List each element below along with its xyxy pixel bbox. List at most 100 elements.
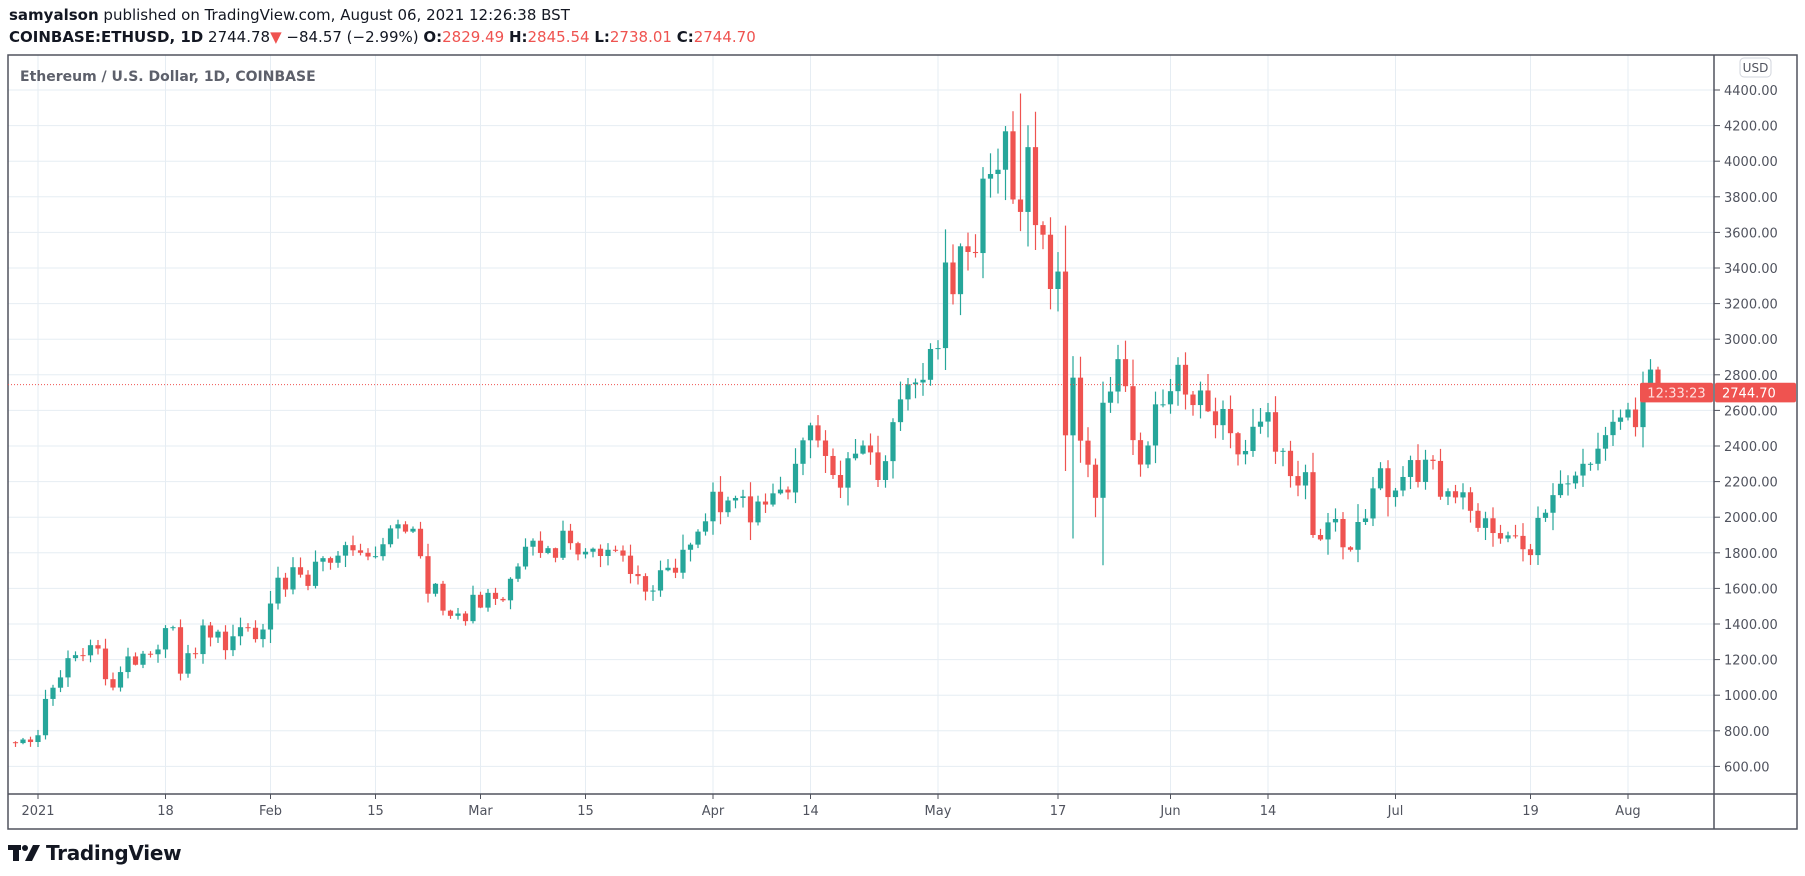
candle-body bbox=[845, 458, 851, 488]
candle-body bbox=[1647, 369, 1654, 389]
candle bbox=[567, 523, 574, 550]
candle bbox=[357, 543, 364, 556]
candle bbox=[1070, 356, 1076, 539]
candle bbox=[1407, 455, 1414, 490]
candle bbox=[965, 232, 971, 271]
candle-body bbox=[560, 530, 566, 558]
candle bbox=[1220, 400, 1226, 440]
candle-body bbox=[1572, 475, 1579, 484]
candle bbox=[1085, 427, 1091, 478]
candle bbox=[80, 648, 86, 662]
candle-body bbox=[822, 440, 829, 456]
candle bbox=[350, 535, 356, 556]
candle bbox=[200, 619, 206, 664]
candle bbox=[1115, 344, 1121, 404]
candle-body bbox=[1055, 271, 1061, 290]
candle bbox=[1625, 402, 1631, 421]
grid bbox=[8, 55, 1714, 794]
candle-body bbox=[12, 742, 19, 744]
candle bbox=[192, 647, 199, 659]
candle bbox=[1580, 448, 1586, 487]
candle-body bbox=[770, 493, 776, 505]
candle bbox=[1010, 111, 1016, 204]
currency-badge[interactable]: USD bbox=[1739, 57, 1772, 78]
candle bbox=[1430, 455, 1436, 470]
candle bbox=[245, 623, 251, 632]
candle-body bbox=[1527, 549, 1534, 556]
candle bbox=[297, 557, 304, 578]
candle-body bbox=[485, 592, 491, 608]
candle-body bbox=[1122, 359, 1129, 387]
candle bbox=[1107, 376, 1114, 413]
candle-body bbox=[350, 545, 356, 551]
bar-countdown-box bbox=[1640, 382, 1713, 403]
symbol-info: COINBASE:ETHUSD, 1D 2744.78▼ −84.57 (−2.… bbox=[9, 28, 756, 46]
candle-body bbox=[1272, 412, 1279, 452]
candle bbox=[387, 525, 394, 548]
open-value: 2829.49 bbox=[442, 28, 505, 46]
candle bbox=[1032, 111, 1039, 251]
candle bbox=[1137, 432, 1144, 477]
time-tick-label: 14 bbox=[1260, 804, 1277, 819]
logo-text: TradingView bbox=[46, 841, 182, 865]
candle bbox=[605, 543, 611, 566]
candle bbox=[837, 460, 844, 499]
candle-body bbox=[650, 590, 656, 592]
candle-body bbox=[395, 524, 401, 529]
candle bbox=[807, 422, 814, 459]
time-tick-label: May bbox=[925, 804, 952, 819]
candle bbox=[72, 651, 79, 662]
time-axis[interactable]: 2021 18 Feb 15 Mar 15 Apr 14 May 17 Jun 14 Jul 19 Aug bbox=[21, 794, 1641, 819]
price-axis[interactable]: 600.00 800.00 1000.00 1200.00 1400.00 1600.00… bbox=[1714, 84, 1778, 775]
candle bbox=[507, 577, 514, 610]
candle-body bbox=[387, 528, 394, 545]
candle-body bbox=[657, 570, 664, 591]
candle-body bbox=[1175, 364, 1181, 392]
candle-body bbox=[327, 558, 334, 563]
candle-body bbox=[792, 463, 799, 493]
candle bbox=[155, 644, 161, 663]
candle-body bbox=[912, 382, 919, 385]
tradingview-logo[interactable]: TradingView bbox=[8, 841, 182, 865]
candle bbox=[1242, 439, 1249, 465]
price-tick-label: 3000.00 bbox=[1724, 333, 1778, 348]
candle-body bbox=[440, 583, 446, 611]
candle bbox=[425, 543, 431, 603]
candle-body bbox=[1250, 426, 1256, 451]
candle bbox=[185, 644, 191, 678]
candle-body bbox=[1137, 440, 1144, 465]
close-value: 2744.70 bbox=[693, 28, 756, 46]
candle bbox=[822, 430, 829, 473]
candle bbox=[65, 650, 71, 687]
candles bbox=[12, 93, 1661, 748]
candle-body bbox=[567, 530, 574, 544]
candle-body bbox=[882, 461, 889, 480]
candle-body bbox=[1595, 448, 1601, 464]
candle bbox=[1632, 397, 1639, 437]
author[interactable]: samyalson bbox=[9, 6, 99, 24]
candle-body bbox=[155, 649, 161, 655]
price-tick-label: 4400.00 bbox=[1724, 84, 1778, 99]
candle-body bbox=[245, 627, 251, 629]
candle bbox=[1287, 440, 1294, 488]
candle bbox=[905, 377, 911, 411]
candle-body bbox=[680, 549, 686, 573]
price-change: −84.57 (−2.99%) bbox=[286, 28, 419, 46]
candle bbox=[282, 572, 289, 597]
candle-body bbox=[1655, 369, 1661, 385]
time-tick-label: 18 bbox=[157, 804, 174, 819]
candle bbox=[770, 483, 776, 507]
candle bbox=[1197, 381, 1204, 419]
publish-info: samyalson published on TradingView.com, … bbox=[9, 6, 570, 24]
candle-body bbox=[1107, 391, 1114, 403]
candle bbox=[590, 547, 596, 558]
price-tick-label: 4000.00 bbox=[1724, 155, 1778, 170]
candle bbox=[1310, 452, 1316, 538]
candle bbox=[1437, 448, 1444, 500]
candle-body bbox=[545, 548, 551, 553]
candle-body bbox=[920, 379, 926, 383]
candle bbox=[1467, 487, 1474, 523]
candle-body bbox=[1092, 464, 1099, 498]
candle bbox=[1130, 359, 1136, 455]
